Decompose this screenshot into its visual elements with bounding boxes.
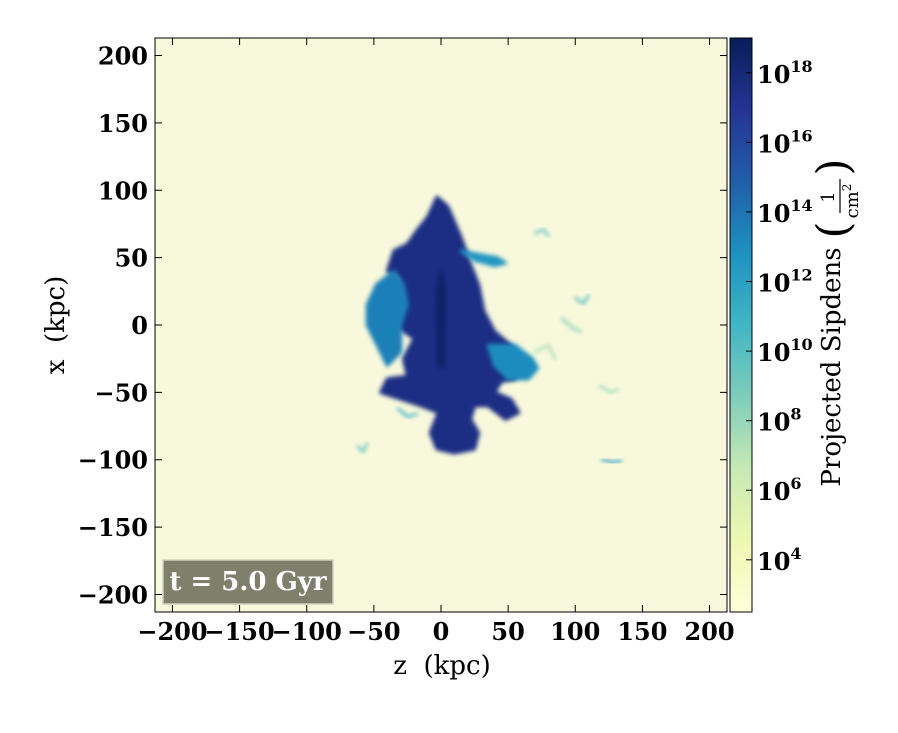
y-tick-label: 50 bbox=[115, 244, 148, 273]
colorbar-tick-label: 1010 bbox=[757, 335, 813, 367]
y-tick-label: 100 bbox=[98, 176, 148, 205]
density-filament bbox=[560, 317, 582, 333]
x-tick-label: −200 bbox=[137, 617, 207, 646]
x-tick-label: −50 bbox=[347, 617, 401, 646]
y-tick-label: −200 bbox=[78, 580, 148, 609]
x-tick-label: −100 bbox=[272, 617, 342, 646]
y-tick-label: 200 bbox=[98, 42, 148, 71]
density-feature-right-lobe bbox=[486, 343, 540, 381]
colorbar-tick-label: 1014 bbox=[757, 196, 813, 228]
density-feature-core bbox=[435, 269, 447, 367]
x-tick-label: 0 bbox=[433, 617, 450, 646]
colorbar-unit-close-paren: ) bbox=[808, 158, 859, 175]
y-tick-label: −100 bbox=[78, 446, 148, 475]
y-axis-ticks: 200 150 100 50 0 −50 −100 −150 −200 bbox=[78, 42, 727, 609]
density-filament bbox=[533, 343, 557, 360]
density-feature-left-lobe bbox=[365, 269, 409, 367]
density-filament bbox=[600, 458, 623, 464]
colorbar: 104 106 108 1010 1012 1014 1016 1018 Projected … bbox=[729, 37, 863, 613]
colorbar-unit-numerator: 1 bbox=[818, 191, 839, 202]
colorbar-tick-label: 104 bbox=[757, 544, 802, 576]
x-tick-label: 100 bbox=[550, 617, 600, 646]
density-feature-arm-upper-right bbox=[459, 249, 507, 268]
colorbar-gradient bbox=[729, 37, 753, 613]
x-tick-label: 200 bbox=[684, 617, 734, 646]
time-annotation-box bbox=[162, 559, 334, 605]
x-tick-label: 50 bbox=[491, 617, 524, 646]
x-tick-label: −150 bbox=[204, 617, 274, 646]
density-filament bbox=[356, 442, 369, 454]
colorbar-label: Projected Sipdens ( 1 cm2 ) bbox=[808, 158, 863, 486]
density-filament bbox=[574, 294, 590, 306]
y-tick-label: −50 bbox=[94, 378, 148, 407]
x-tick-label: 150 bbox=[617, 617, 667, 646]
colorbar-ticks: 104 106 108 1010 1012 1014 1016 1018 bbox=[746, 57, 813, 576]
y-tick-label: −150 bbox=[78, 513, 148, 542]
colorbar-tick-label: 106 bbox=[757, 474, 802, 506]
y-tick-label: 0 bbox=[131, 311, 148, 340]
colorbar-tick-label: 1016 bbox=[757, 126, 813, 158]
colorbar-unit-denominator: cm2 bbox=[840, 184, 863, 219]
time-annotation: t = 5.0 Gyr bbox=[162, 559, 334, 605]
x-axis-label: z (kpc) bbox=[393, 651, 490, 681]
colorbar-tick-label: 108 bbox=[757, 405, 802, 437]
density-filament bbox=[396, 407, 419, 418]
density-features bbox=[356, 195, 623, 464]
colorbar-tick-label: 1012 bbox=[757, 266, 813, 298]
density-filament bbox=[598, 384, 620, 394]
y-axis-label: x (kpc) bbox=[41, 276, 71, 374]
time-annotation-text: t = 5.0 Gyr bbox=[169, 567, 326, 597]
density-filament bbox=[533, 227, 550, 238]
colorbar-unit-open-paren: ( bbox=[808, 221, 859, 238]
colorbar-label-text: Projected Sipdens bbox=[817, 247, 847, 486]
x-axis-ticks: −200−150−100 −50 0 50 100 150 200 bbox=[137, 38, 735, 646]
colorbar-tick-label: 1018 bbox=[757, 57, 813, 89]
y-tick-label: 150 bbox=[98, 109, 148, 138]
